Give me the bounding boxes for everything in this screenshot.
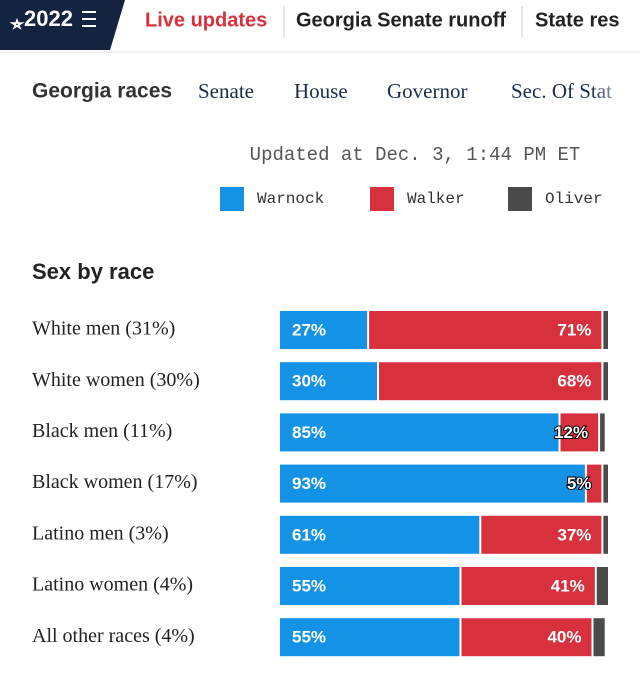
bar-segment bbox=[280, 567, 460, 605]
bar-segment bbox=[369, 311, 602, 349]
bar-segment bbox=[280, 413, 559, 452]
legend-label: Walker bbox=[407, 190, 465, 208]
nav-link[interactable]: Live updates bbox=[145, 9, 267, 31]
value-label: 61% bbox=[292, 525, 326, 544]
bar-segment bbox=[603, 311, 608, 349]
category-label: White men (31%) bbox=[32, 318, 175, 340]
bar-segment bbox=[461, 618, 592, 657]
value-label: 12% bbox=[554, 423, 588, 442]
bar-segment bbox=[379, 362, 602, 401]
bar-segment bbox=[280, 311, 368, 349]
bar-segment bbox=[560, 413, 599, 452]
value-label: 27% bbox=[292, 320, 326, 339]
legend-swatch bbox=[508, 187, 532, 211]
value-label: 5% bbox=[567, 474, 592, 493]
bar-segment bbox=[603, 464, 608, 503]
value-label: 30% bbox=[292, 372, 326, 391]
legend-swatch bbox=[370, 187, 394, 211]
value-label: 37% bbox=[557, 525, 591, 544]
bar-segment bbox=[461, 567, 595, 605]
subnav-link[interactable]: Senate bbox=[198, 79, 254, 103]
bar-segment bbox=[280, 618, 460, 657]
bar-segment bbox=[586, 464, 602, 503]
value-label: 85% bbox=[292, 423, 326, 442]
bar-segment bbox=[596, 567, 608, 605]
category-label: Latino women (4%) bbox=[32, 574, 193, 596]
bar-segment bbox=[603, 515, 608, 554]
bar-segment bbox=[280, 515, 480, 554]
updated: Updated at Dec. 3, 1:44 PM ET bbox=[250, 144, 581, 166]
bar-segment bbox=[593, 618, 605, 657]
value-label: 41% bbox=[551, 576, 585, 595]
value-label: 68% bbox=[557, 372, 591, 391]
nav-link[interactable]: State res bbox=[535, 9, 620, 31]
category-label: White women (30%) bbox=[32, 369, 200, 391]
value-label: 55% bbox=[292, 576, 326, 595]
subnav-link[interactable]: House bbox=[294, 79, 348, 103]
category-label: Latino men (3%) bbox=[32, 522, 169, 544]
bar-segment bbox=[600, 413, 605, 452]
legend-label: Oliver bbox=[545, 190, 603, 208]
legend-swatch bbox=[220, 187, 244, 211]
subnav-link[interactable]: Governor bbox=[387, 79, 467, 103]
value-label: 40% bbox=[547, 628, 581, 647]
value-label: 93% bbox=[292, 474, 326, 493]
bar-segment bbox=[481, 515, 602, 554]
category-label: Black men (11%) bbox=[32, 420, 172, 442]
category-label: Black women (17%) bbox=[32, 471, 198, 493]
legend-label: Warnock bbox=[257, 190, 324, 208]
bar-segment bbox=[280, 362, 377, 401]
logo[interactable]: 2022 bbox=[24, 6, 73, 31]
menu-icon[interactable] bbox=[82, 11, 96, 27]
bar-segment bbox=[280, 464, 585, 503]
subnav-title: Georgia races bbox=[32, 80, 172, 103]
fade bbox=[590, 70, 640, 115]
chart-title: Sex by race bbox=[32, 259, 154, 284]
value-label: 71% bbox=[557, 320, 591, 339]
value-label: 55% bbox=[292, 628, 326, 647]
category-label: All other races (4%) bbox=[32, 625, 195, 647]
logo-star bbox=[9, 17, 25, 30]
nav-link[interactable]: Georgia Senate runoff bbox=[296, 9, 506, 31]
bar-segment bbox=[603, 362, 608, 401]
